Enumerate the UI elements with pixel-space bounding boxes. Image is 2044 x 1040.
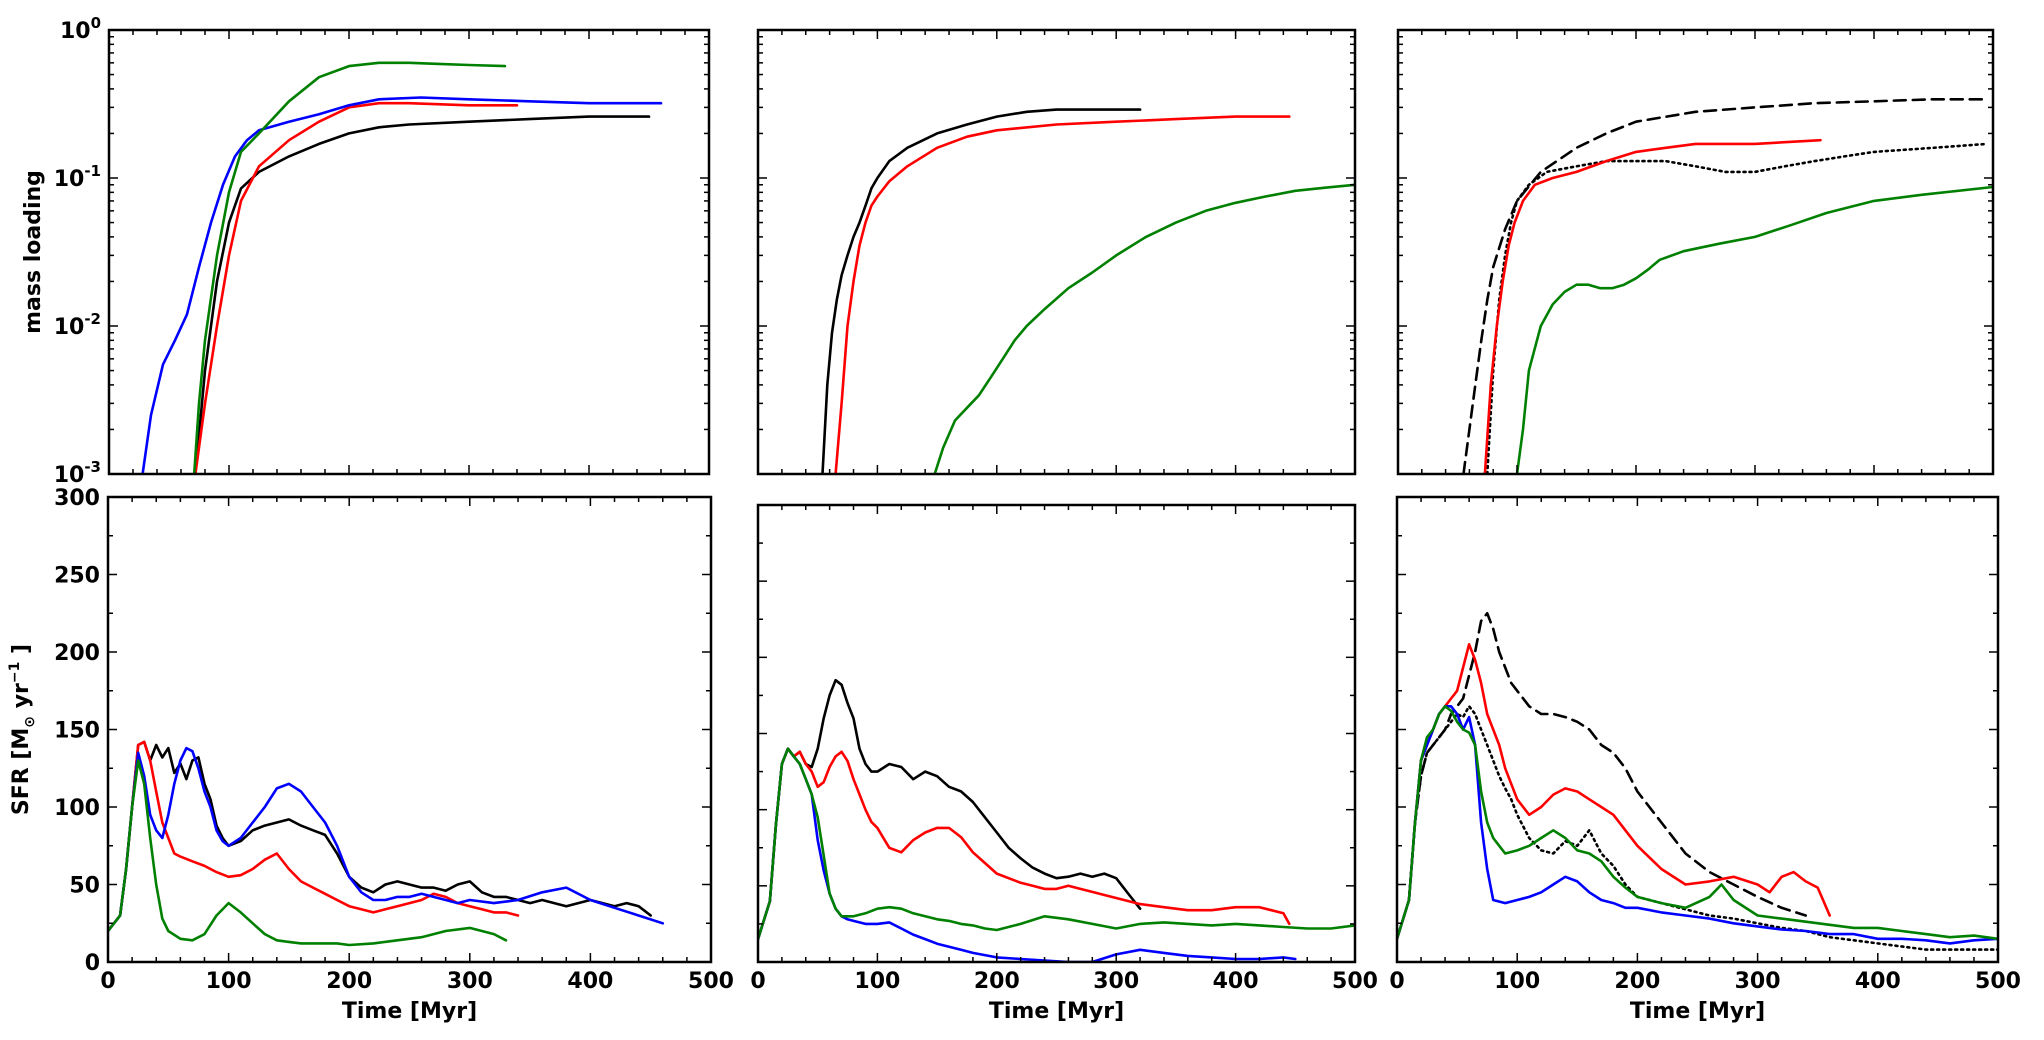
x-tick-label: 200 — [1614, 969, 1660, 994]
x-tick-label: 0 — [750, 969, 765, 994]
y-tick-label: 300 — [54, 486, 100, 511]
x-tick-label: 400 — [1855, 969, 1901, 994]
x-tick-label: 200 — [974, 969, 1020, 994]
panel-sfr-c: 0 100 200 300 400 500 Time [Myr] — [1389, 495, 2021, 1024]
x-tick-label: 400 — [567, 969, 613, 994]
y-tick-label: 10-1 — [54, 162, 101, 192]
series-line-blue — [141, 96, 663, 474]
series-line-black — [108, 740, 652, 933]
y-tick-label: 10-2 — [54, 310, 101, 340]
x-tick-label: 100 — [1494, 969, 1540, 994]
plot-frame — [107, 28, 711, 476]
series-line-black-dashed — [1462, 98, 1989, 474]
plot-frame — [1396, 28, 1995, 476]
x-tick-label: 300 — [1735, 969, 1781, 994]
series-line-blue — [108, 746, 665, 933]
x-tick-label: 500 — [688, 969, 734, 994]
y-tick-label: 10-3 — [54, 458, 101, 488]
series-line-black — [821, 108, 1142, 474]
x-tick-label: 0 — [100, 969, 115, 994]
series-line-red — [1397, 643, 1831, 941]
x-tick-label: 400 — [1213, 969, 1259, 994]
plot-frame — [756, 503, 1357, 964]
series-line-black — [194, 115, 651, 474]
series-line-green — [933, 183, 1355, 474]
y-tick-label: 100 — [54, 796, 100, 821]
panel-mass-loading-c — [1396, 28, 1995, 476]
y-tick-label: 100 — [60, 14, 101, 44]
panel-mass-loading-a: 10-3 10-2 10-1 100 mass loading — [21, 14, 711, 488]
x-tick-label: 200 — [326, 969, 372, 994]
x-tick-label: 500 — [1332, 969, 1378, 994]
y-tick-label: 0 — [85, 951, 100, 976]
series-line-green — [192, 61, 507, 474]
series-line-black-dotted — [1397, 705, 1998, 951]
series-line-red — [1483, 138, 1822, 474]
series-group — [1462, 98, 1993, 474]
y-tick-label: 250 — [54, 564, 100, 589]
plot-frame — [756, 28, 1357, 476]
y-tick-label: 50 — [69, 874, 100, 899]
series-line-red — [108, 740, 520, 933]
y-axis-title: SFR [M⊙ yr−1 ] — [7, 644, 38, 815]
series-group — [821, 108, 1355, 474]
series-line-red — [758, 747, 1291, 941]
x-axis-title: Time [Myr] — [1630, 999, 1765, 1024]
series-group — [758, 678, 1355, 962]
x-axis-title: Time [Myr] — [342, 999, 477, 1024]
series-line-black-dashed — [1397, 612, 1807, 941]
x-tick-label: 500 — [1975, 969, 2021, 994]
series-group — [141, 61, 663, 474]
plot-frame — [1395, 495, 2000, 964]
y-axis-title: mass loading — [21, 170, 46, 334]
series-line-red — [834, 115, 1291, 474]
y-tick-label: 150 — [54, 719, 100, 744]
series-line-green — [1397, 705, 1998, 941]
x-tick-label: 300 — [447, 969, 493, 994]
series-group — [108, 740, 665, 947]
series-line-green — [758, 747, 1355, 941]
series-line-blue — [758, 747, 1297, 962]
series-group — [1397, 612, 1998, 951]
series-line-red — [194, 101, 519, 474]
y-tick-label: 200 — [54, 641, 100, 666]
series-line-green — [108, 759, 508, 947]
series-line-black-dotted — [1486, 142, 1989, 474]
plot-frame — [106, 495, 713, 964]
panel-mass-loading-b — [756, 28, 1357, 476]
x-tick-label: 0 — [1389, 969, 1404, 994]
x-tick-label: 300 — [1093, 969, 1139, 994]
panel-sfr-a: 0 100 200 300 400 500 0 50 100 150 200 250 300 Time [… — [7, 486, 734, 1024]
x-tick-label: 100 — [854, 969, 900, 994]
x-axis-title: Time [Myr] — [989, 999, 1124, 1024]
series-line-green — [1515, 185, 1993, 474]
panel-sfr-b: 0 100 200 300 400 500 Time [Myr] — [750, 503, 1378, 1024]
x-tick-label: 100 — [206, 969, 252, 994]
